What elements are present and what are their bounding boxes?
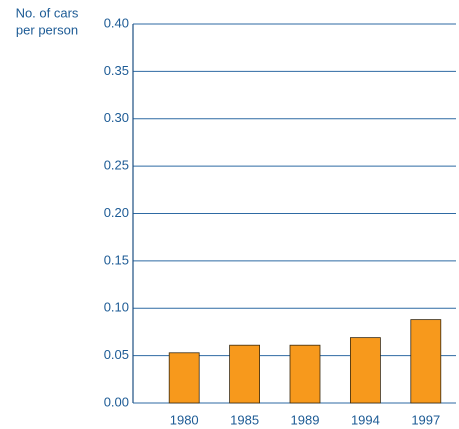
x-tick-label: 1980	[170, 412, 199, 427]
y-tick-label: 0.25	[104, 158, 129, 173]
bar	[410, 319, 442, 404]
y-tick-label: 0.15	[104, 252, 129, 267]
bar	[168, 352, 200, 404]
y-axis-label: per person	[16, 22, 78, 37]
bar	[289, 344, 321, 404]
y-tick-label: 0.00	[104, 394, 129, 409]
x-tick-label: 1997	[411, 412, 440, 427]
bar	[229, 344, 261, 404]
y-tick-label: 0.30	[104, 110, 129, 125]
y-tick-label: 0.40	[104, 15, 129, 30]
y-axis-label: No. of cars	[16, 5, 79, 20]
y-tick-label: 0.20	[104, 205, 129, 220]
x-tick-label: 1989	[291, 412, 320, 427]
bar	[349, 337, 381, 404]
x-tick-label: 1994	[351, 412, 380, 427]
y-tick-label: 0.10	[104, 300, 129, 315]
x-tick-label: 1985	[230, 412, 259, 427]
y-tick-label: 0.35	[104, 63, 129, 78]
y-tick-label: 0.05	[104, 347, 129, 362]
